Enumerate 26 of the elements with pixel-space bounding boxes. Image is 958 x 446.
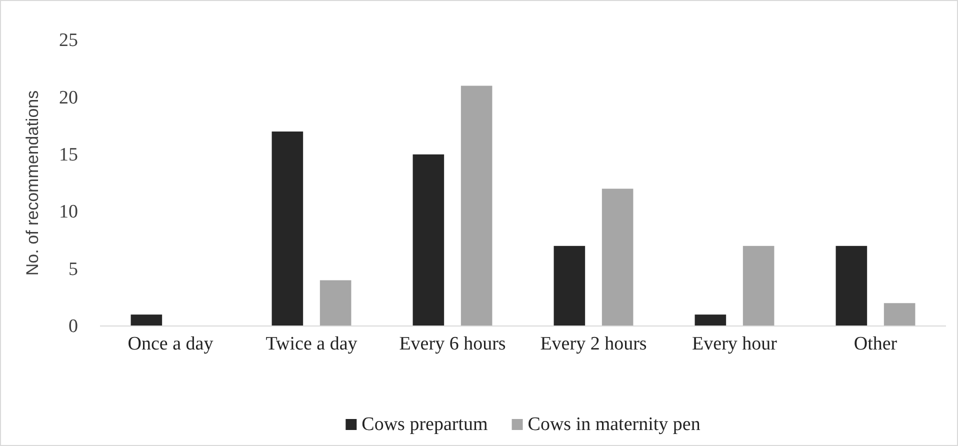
x-tick-label: Every 2 hours bbox=[540, 333, 647, 354]
bar bbox=[694, 314, 726, 326]
bar bbox=[272, 132, 304, 326]
bar bbox=[412, 154, 444, 326]
x-tick-label: Every 6 hours bbox=[399, 333, 506, 354]
bar bbox=[742, 246, 774, 326]
y-tick-label: 25 bbox=[59, 30, 78, 52]
bar bbox=[836, 246, 868, 326]
y-tick-label: 0 bbox=[68, 316, 78, 338]
bar bbox=[460, 86, 492, 326]
legend-label: Cows in maternity pen bbox=[528, 414, 701, 435]
y-tick-label: 10 bbox=[59, 202, 78, 223]
bar bbox=[602, 188, 634, 326]
x-tick-label: Other bbox=[854, 333, 898, 354]
y-axis-title: No. of recommendations bbox=[23, 90, 42, 276]
x-tick-label: Every hour bbox=[692, 333, 778, 354]
bar bbox=[554, 246, 586, 326]
bar bbox=[884, 303, 916, 326]
y-tick-label: 20 bbox=[59, 87, 78, 108]
bar bbox=[320, 280, 352, 326]
x-tick-label: Twice a day bbox=[266, 333, 358, 354]
bar bbox=[130, 314, 162, 326]
x-tick-label: Once a day bbox=[128, 333, 214, 354]
legend-label: Cows prepartum bbox=[362, 414, 488, 435]
y-tick-label: 5 bbox=[68, 258, 78, 280]
y-tick-label: 15 bbox=[59, 144, 78, 166]
